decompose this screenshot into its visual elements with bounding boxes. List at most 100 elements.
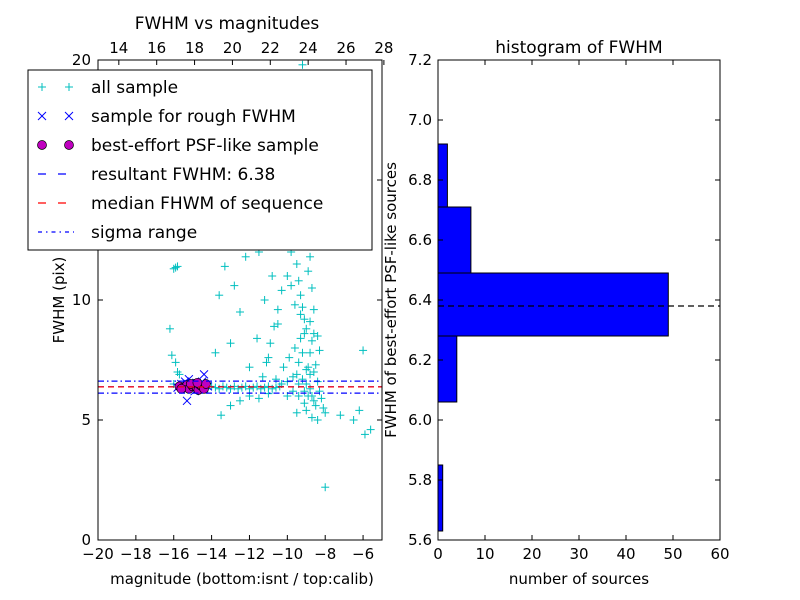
top-tick-label: 16 bbox=[147, 39, 166, 57]
data-point bbox=[294, 276, 303, 285]
legend-marker bbox=[64, 140, 74, 150]
data-point bbox=[321, 483, 330, 492]
top-tick-label: 28 bbox=[374, 39, 393, 57]
data-point bbox=[245, 384, 254, 393]
data-point bbox=[171, 358, 180, 367]
data-point bbox=[315, 387, 324, 396]
legend-entry: best-effort PSF-like sample bbox=[37, 136, 319, 156]
data-point bbox=[304, 392, 313, 400]
data-point bbox=[360, 430, 369, 439]
data-point bbox=[298, 348, 307, 357]
legend-entry: median FHWM of sequence bbox=[38, 194, 323, 214]
data-point bbox=[307, 336, 316, 345]
y-tick-label: 6.6 bbox=[408, 231, 432, 249]
data-point bbox=[279, 363, 288, 372]
top-tick-label: 14 bbox=[109, 39, 128, 57]
data-point bbox=[317, 394, 326, 403]
data-point bbox=[268, 384, 277, 393]
y-tick-label: 0 bbox=[81, 531, 91, 549]
data-point bbox=[300, 399, 309, 408]
data-point bbox=[226, 339, 235, 348]
scatter-axis-ticks: −20−18−16−14−12−10−8−6051015201416182022… bbox=[72, 39, 394, 563]
legend-entry: resultant FWHM: 6.38 bbox=[38, 165, 275, 185]
y-tick-label: 7.0 bbox=[408, 111, 432, 129]
histogram-bar bbox=[437, 143, 448, 208]
data-point bbox=[307, 413, 316, 422]
data-point bbox=[237, 383, 246, 392]
data-point bbox=[307, 284, 316, 292]
data-point bbox=[220, 262, 229, 271]
legend-label: sigma range bbox=[91, 223, 197, 243]
histogram-bars bbox=[437, 143, 669, 532]
x-tick-label: 50 bbox=[663, 545, 682, 563]
data-point bbox=[296, 291, 305, 300]
data-point bbox=[245, 363, 254, 372]
y-tick-label: 20 bbox=[72, 51, 91, 69]
x-tick-label: 20 bbox=[522, 545, 541, 563]
data-point bbox=[313, 332, 322, 340]
data-point bbox=[241, 252, 250, 261]
data-point bbox=[311, 401, 320, 410]
legend-label: best-effort PSF-like sample bbox=[91, 136, 319, 156]
top-tick-label: 20 bbox=[223, 39, 242, 57]
data-point bbox=[292, 260, 301, 268]
scatter-legend: all sample sample for rough FWHM best-effo… bbox=[27, 69, 373, 251]
data-point bbox=[313, 416, 322, 424]
data-point bbox=[262, 358, 271, 367]
legend-entry: sigma range bbox=[38, 223, 197, 243]
histogram-bar bbox=[437, 335, 458, 403]
data-point bbox=[175, 370, 184, 379]
data-point bbox=[289, 372, 298, 381]
data-point bbox=[306, 384, 315, 393]
y-tick-label: 5 bbox=[81, 411, 91, 429]
legend-marker bbox=[65, 83, 73, 91]
y-tick-label: 7.2 bbox=[408, 51, 432, 69]
data-point bbox=[230, 281, 239, 290]
data-point bbox=[192, 377, 203, 388]
data-point bbox=[309, 368, 318, 376]
scatter-chart: −20−18−16−14−12−10−8−6051015201416182022… bbox=[27, 14, 394, 588]
x-tick-label: −16 bbox=[158, 545, 190, 563]
data-point bbox=[298, 375, 307, 384]
data-point bbox=[315, 346, 324, 355]
legend-marker bbox=[37, 140, 47, 150]
data-point bbox=[268, 272, 277, 280]
data-point bbox=[283, 272, 292, 280]
legend-marker bbox=[38, 83, 46, 91]
data-point bbox=[211, 383, 220, 392]
data-point bbox=[266, 339, 275, 348]
data-point bbox=[289, 387, 298, 396]
histogram-y-axis-label: FWHM of best-effort PSF-like sources bbox=[382, 162, 400, 438]
data-point bbox=[260, 296, 269, 304]
scatter-x-axis-label: magnitude (bottom:isnt / top:calib) bbox=[110, 570, 374, 588]
x-tick-label: −12 bbox=[234, 545, 266, 563]
data-point bbox=[217, 411, 226, 420]
x-tick-label: −10 bbox=[272, 545, 304, 563]
x-tick-label: −18 bbox=[120, 545, 152, 563]
legend-marker bbox=[64, 111, 74, 121]
data-point bbox=[222, 383, 231, 392]
x-tick-label: −8 bbox=[314, 545, 336, 563]
data-point bbox=[285, 353, 294, 362]
data-point bbox=[182, 396, 192, 406]
x-tick-label: 0 bbox=[433, 545, 443, 563]
data-point bbox=[270, 322, 279, 331]
data-point bbox=[298, 303, 307, 312]
legend-label: median FHWM of sequence bbox=[91, 194, 323, 214]
data-point bbox=[296, 310, 305, 319]
data-point bbox=[287, 281, 296, 290]
top-tick-label: 18 bbox=[185, 39, 204, 57]
y-tick-label: 6.2 bbox=[408, 351, 432, 369]
y-tick-label: 6.8 bbox=[408, 171, 432, 189]
data-point bbox=[211, 348, 220, 357]
y-tick-label: 6.0 bbox=[408, 411, 432, 429]
data-point bbox=[309, 305, 318, 314]
data-point bbox=[271, 375, 280, 384]
data-point bbox=[260, 383, 269, 392]
data-point bbox=[304, 267, 313, 276]
y-tick-label: 5.6 bbox=[408, 531, 432, 549]
data-point bbox=[236, 396, 244, 405]
x-tick-label: 30 bbox=[569, 545, 588, 563]
legend-marker bbox=[37, 111, 47, 121]
